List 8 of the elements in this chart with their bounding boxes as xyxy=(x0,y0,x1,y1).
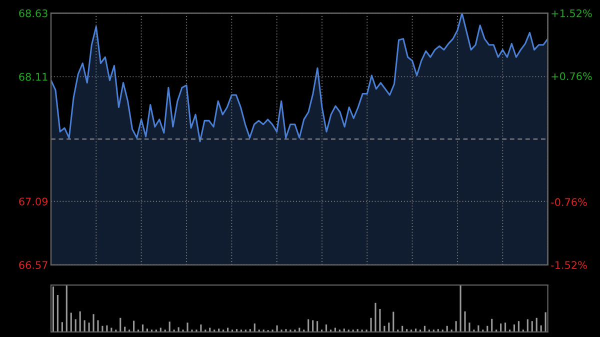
y2-tick-label: +1.52% xyxy=(552,9,592,18)
y2-tick-label: -1.52% xyxy=(551,261,587,269)
y-tick-label: 68.63 xyxy=(19,9,48,18)
y2-tick-label: +0.76% xyxy=(552,72,592,80)
y-tick-label: 67.09 xyxy=(19,198,48,206)
y2-tick-label: -0.76% xyxy=(551,198,587,206)
y-tick-label: 66.57 xyxy=(19,261,48,269)
y-tick-label: 68.11 xyxy=(19,72,48,81)
